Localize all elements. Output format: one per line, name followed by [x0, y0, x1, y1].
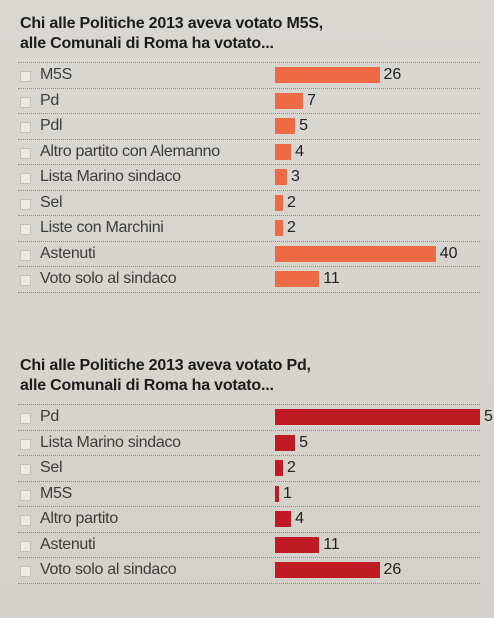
chart-m5s-title: Chi alle Politiche 2013 aveva votato M5S… [20, 14, 494, 54]
value-label: 1 [283, 484, 292, 502]
row-square-icon [20, 122, 31, 133]
row-square-icon [20, 413, 31, 424]
chart-row: Lista Marino sindaco 3 [18, 164, 480, 190]
chart-m5s-voters: Chi alle Politiche 2013 aveva votato M5S… [0, 14, 494, 293]
chart-m5s-title-line1: Chi alle Politiche 2013 aveva votato M5S… [20, 15, 324, 32]
bar [275, 485, 280, 502]
value-label: 2 [287, 459, 296, 476]
bar [275, 562, 380, 578]
value-label: 3 [291, 168, 300, 185]
category-label: Astenuti [40, 244, 96, 262]
chart-row: Astenuti 40 [18, 240, 480, 267]
value-label: 26 [383, 561, 402, 578]
chart-row: Voto solo al sindaco 11 [18, 266, 480, 293]
value-label: 4 [295, 142, 304, 160]
chart-row: Pd 51 [18, 404, 494, 430]
chart-pd-voters: Chi alle Politiche 2013 aveva votato Pd,… [0, 356, 494, 584]
value-label: 51 [484, 408, 494, 425]
chart-m5s-title-line2: alle Comunali di Roma ha votato... [20, 35, 274, 52]
bar [275, 143, 292, 160]
value-label: 5 [299, 117, 308, 134]
bar [275, 245, 436, 262]
row-square-icon [20, 173, 31, 184]
value-label: 40 [439, 244, 458, 262]
category-label: Pdl [40, 117, 63, 134]
chart-row: Altro partito con Alemanno 4 [18, 138, 480, 165]
bar [275, 220, 284, 236]
chart-row: Sel 2 [18, 455, 480, 481]
chart-row: Lista Marino sindaco 5 [18, 429, 480, 456]
category-label: Voto solo al sindaco [40, 270, 177, 287]
category-label: Altro partito con Alemanno [40, 142, 220, 160]
row-square-icon [20, 464, 31, 475]
category-label: Lista Marino sindaco [40, 433, 181, 451]
row-square-icon [20, 249, 31, 261]
chart-pd-bars: Pd 51 Lista Marino sindaco 5 Sel 2 M5S 1 Altro p… [0, 404, 494, 584]
chart-row: Altro partito 4 [18, 506, 480, 532]
category-label: Pd [40, 91, 59, 109]
chart-row: Pd 7 [18, 87, 480, 114]
value-label: 4 [295, 510, 304, 527]
category-label: Pd [40, 408, 59, 425]
row-square-icon [20, 198, 31, 210]
bar [275, 194, 284, 211]
chart-row: Pdl 5 [18, 113, 480, 139]
row-square-icon [20, 515, 31, 526]
row-square-icon [20, 275, 31, 286]
row-square-icon [20, 566, 31, 577]
bar [275, 434, 296, 451]
value-label: 2 [287, 193, 296, 211]
row-square-icon [20, 438, 31, 450]
category-label: Sel [40, 459, 63, 476]
category-label: Liste con Marchini [40, 219, 164, 236]
bar [275, 67, 380, 83]
category-label: M5S [40, 66, 72, 83]
row-square-icon [20, 540, 31, 552]
value-label: 5 [299, 433, 308, 451]
category-label: Voto solo al sindaco [40, 561, 177, 578]
row-square-icon [20, 96, 31, 108]
chart-m5s-bars: M5S 26 Pd 7 Pdl 5 Altro partito con Alemanno 4 L… [0, 62, 494, 293]
category-label: Sel [40, 193, 63, 211]
bar [275, 118, 296, 134]
chart-pd-title-line2: alle Comunali di Roma ha votato... [20, 377, 274, 394]
chart-pd-title: Chi alle Politiche 2013 aveva votato Pd,… [20, 356, 494, 396]
bar [275, 92, 304, 109]
value-label: 7 [307, 91, 317, 109]
category-label: Astenuti [40, 535, 96, 553]
row-square-icon [20, 71, 31, 82]
bar [275, 460, 284, 476]
chart-row: Sel 2 [18, 189, 480, 216]
chart-pd-title-line1: Chi alle Politiche 2013 aveva votato Pd, [20, 357, 311, 374]
category-label: Lista Marino sindaco [40, 168, 181, 185]
chart-row: M5S 26 [18, 62, 480, 88]
value-label: 11 [323, 270, 340, 287]
chart-row: Astenuti 11 [18, 531, 480, 558]
row-square-icon [20, 224, 31, 235]
value-label: 26 [383, 66, 402, 83]
bar [275, 536, 320, 553]
chart-row: Voto solo al sindaco 26 [18, 557, 480, 584]
row-square-icon [20, 147, 31, 159]
row-square-icon [20, 489, 31, 501]
bar [275, 511, 292, 527]
category-label: M5S [40, 484, 72, 502]
chart-row: Liste con Marchini 2 [18, 215, 480, 241]
chart-row: M5S 1 [18, 480, 480, 507]
bar [275, 169, 288, 185]
value-label: 2 [287, 219, 296, 236]
value-label: 11 [323, 535, 340, 553]
bar [275, 271, 320, 287]
bar [275, 409, 480, 425]
category-label: Altro partito [40, 510, 118, 527]
